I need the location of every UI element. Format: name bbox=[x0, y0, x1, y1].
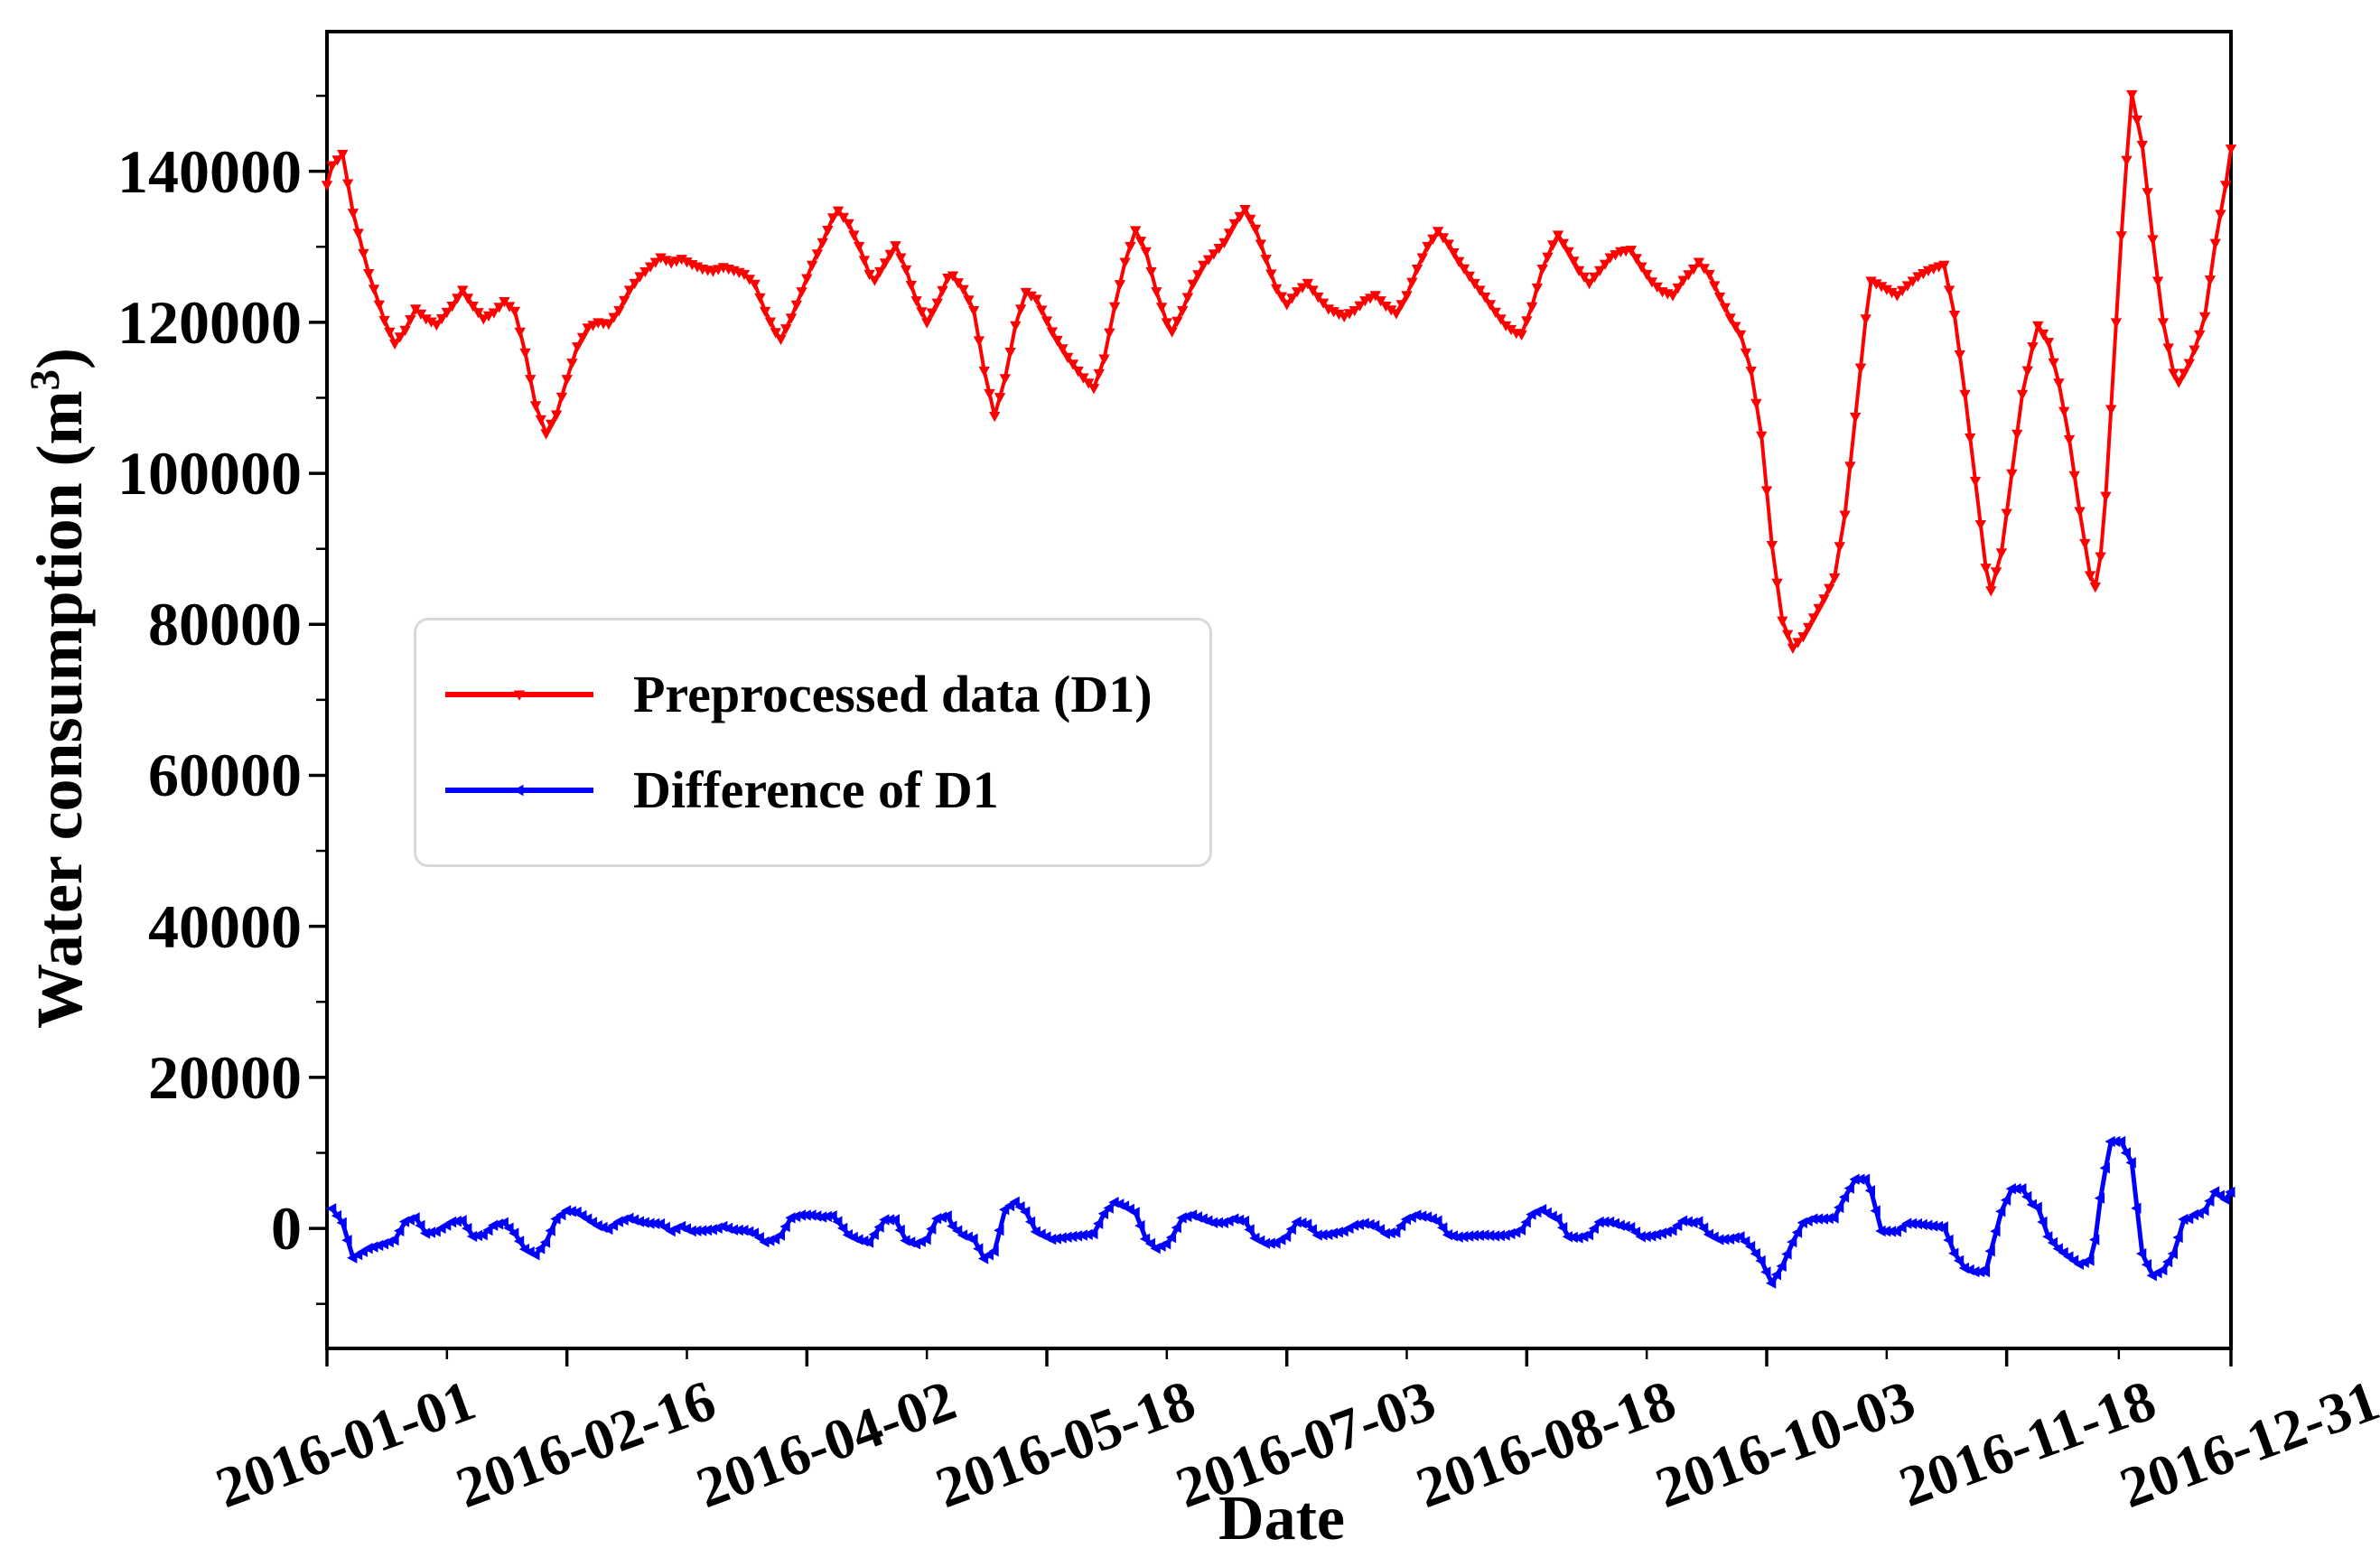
triangle-left-markers bbox=[326, 1135, 2235, 1289]
triangle-down-markers bbox=[321, 89, 2237, 654]
preprocessed-data-line bbox=[325, 92, 2233, 650]
plot-frame bbox=[325, 30, 2233, 1350]
difference-line bbox=[330, 1139, 2234, 1286]
